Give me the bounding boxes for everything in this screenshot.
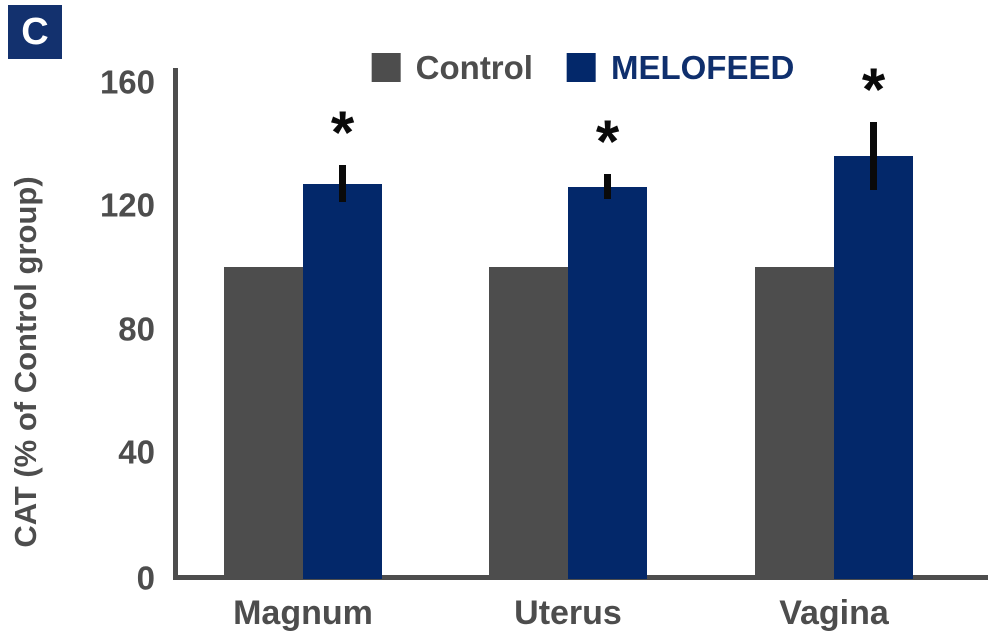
y-tick-label: 120: [99, 186, 155, 224]
y-axis-line: [173, 68, 178, 580]
legend-label: Control: [415, 49, 533, 86]
significance-star: *: [861, 56, 886, 124]
legend-item-melofeed: MELOFEED: [566, 49, 795, 86]
legend-item-control: Control: [371, 49, 533, 86]
x-category-label: Magnum: [233, 594, 373, 632]
legend-label: MELOFEED: [610, 49, 795, 86]
bar-control-magnum: [224, 266, 303, 579]
error-bar: [604, 174, 611, 200]
bar-control-uterus: [489, 266, 568, 579]
bar-melofeed-magnum: [303, 183, 382, 579]
error-bar: [870, 122, 877, 190]
x-category-label: Vagina: [779, 594, 889, 632]
x-category-label: Uterus: [514, 594, 622, 632]
significance-star: *: [595, 108, 620, 176]
bar-melofeed-vagina: [834, 155, 913, 579]
y-tick-label: 0: [136, 559, 155, 597]
y-tick-label: 40: [118, 433, 155, 471]
legend-swatch-control: [371, 53, 401, 82]
y-tick-label: 80: [118, 310, 155, 347]
legend: Control MELOFEED: [371, 49, 795, 86]
error-bar: [339, 165, 346, 203]
bar-control-vagina: [755, 266, 834, 579]
significance-star: *: [330, 99, 355, 167]
bar-melofeed-uterus: [568, 186, 647, 579]
legend-swatch-melofeed: [566, 53, 596, 82]
y-tick-label: 160: [99, 63, 155, 101]
y-axis-title: CAT (% of Control group): [8, 176, 43, 548]
panel-label: C: [8, 5, 62, 59]
